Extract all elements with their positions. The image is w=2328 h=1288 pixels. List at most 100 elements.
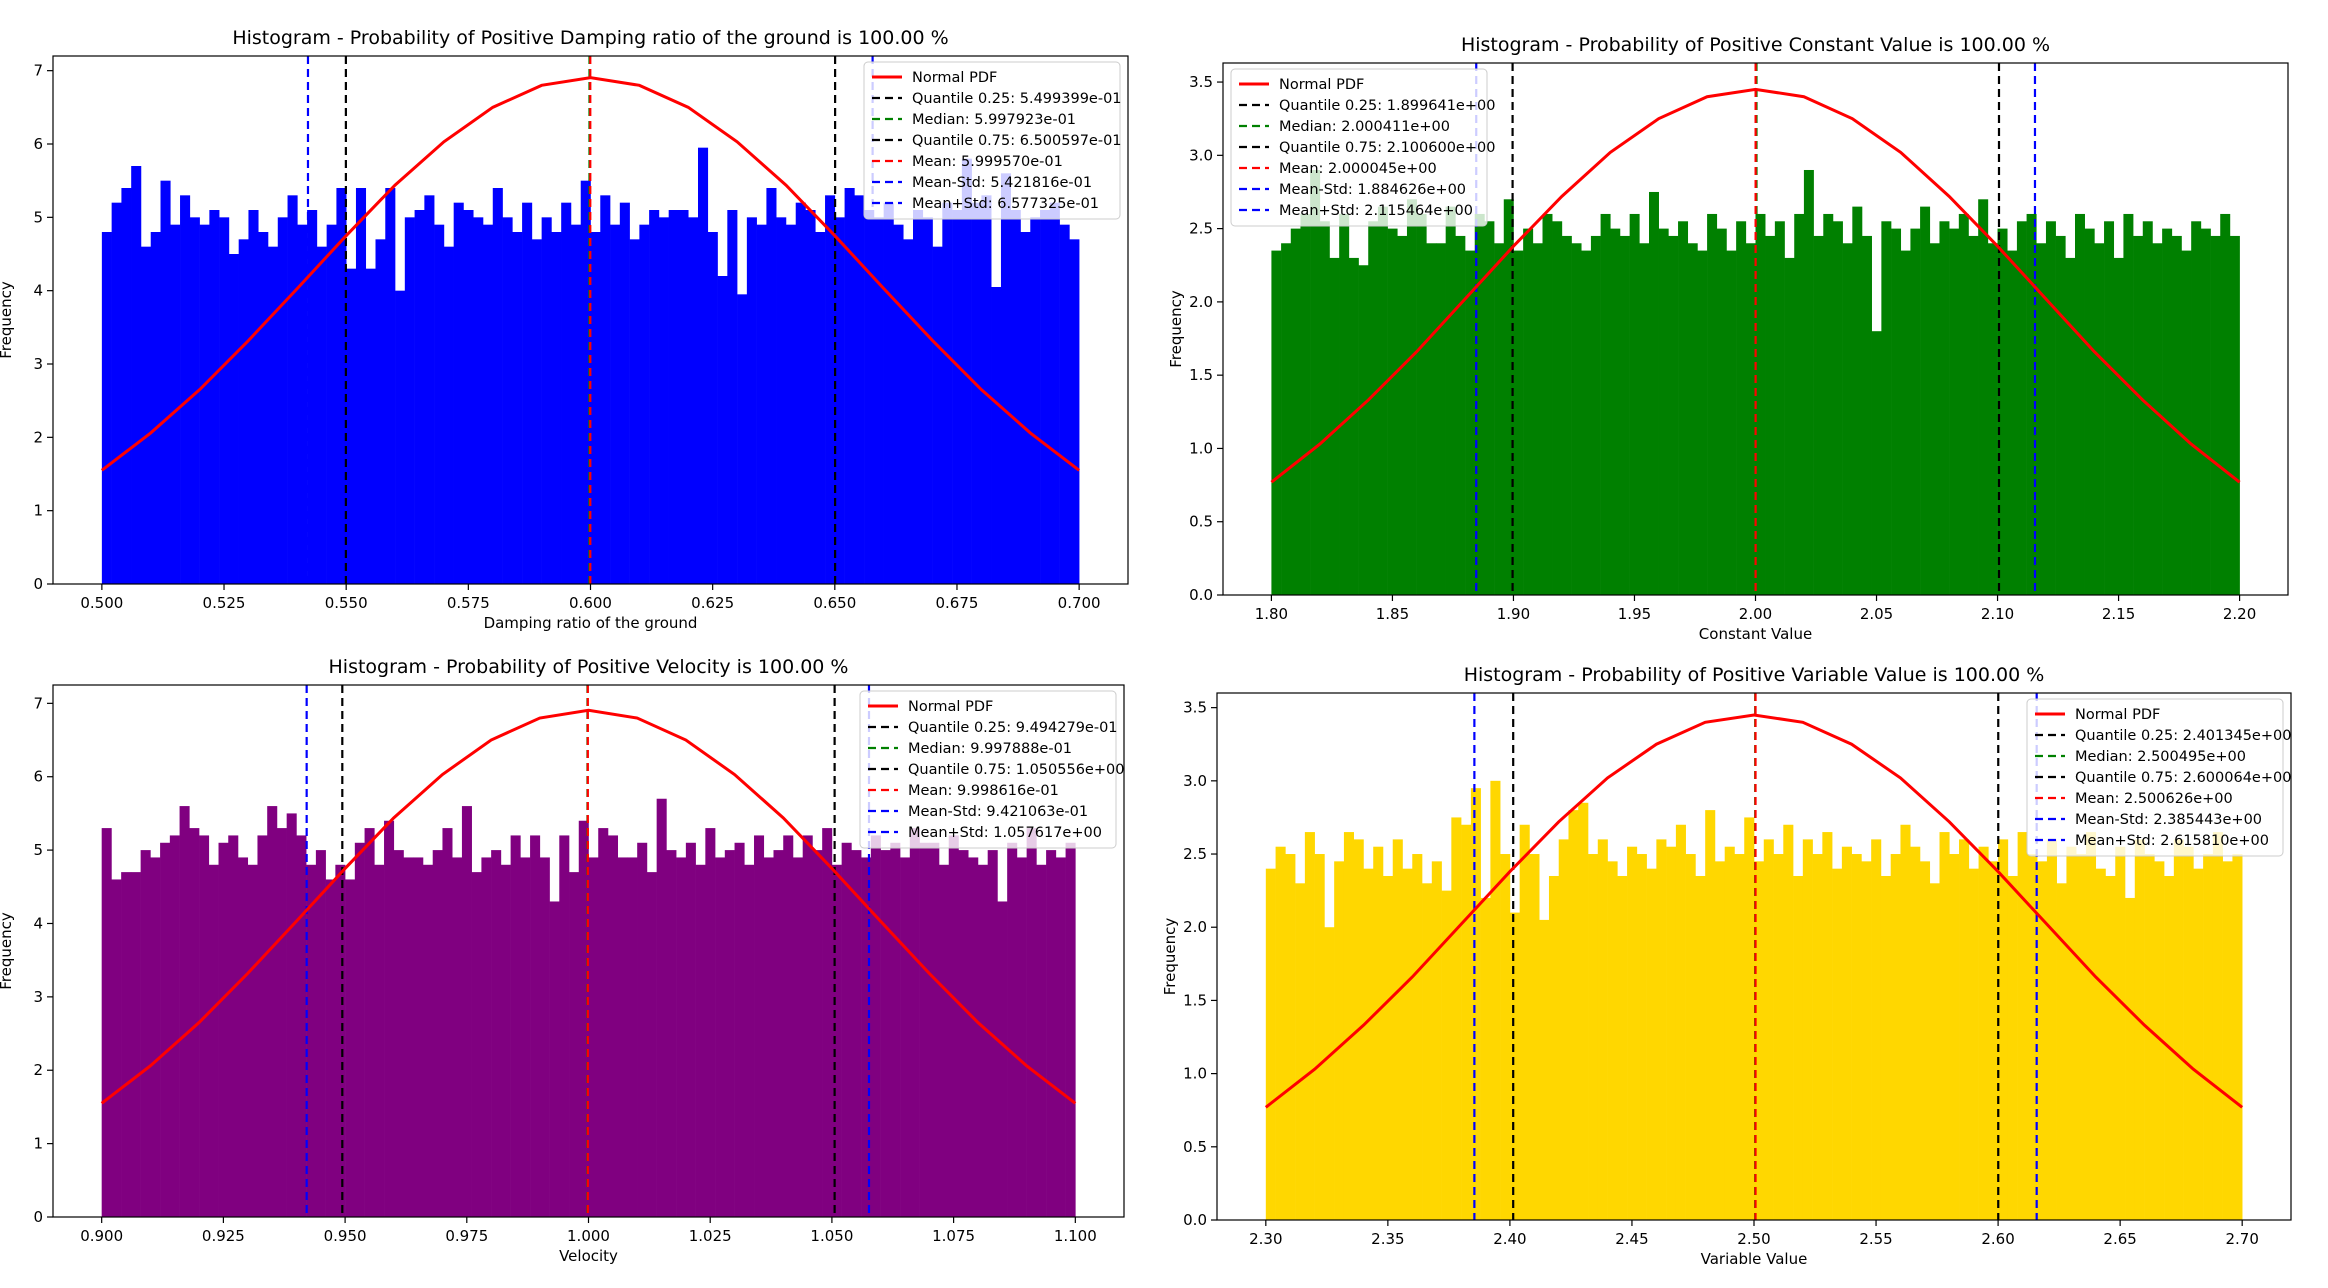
bar: [569, 872, 580, 1217]
bar: [375, 239, 386, 585]
bar: [2026, 213, 2037, 595]
bar: [1503, 199, 1514, 595]
bar: [705, 828, 716, 1217]
bar: [2045, 221, 2056, 595]
bar: [1513, 250, 1524, 595]
bar: [685, 842, 696, 1217]
bar: [737, 294, 748, 584]
bar: [1402, 868, 1413, 1220]
x-tick-label: 2.60: [1981, 1230, 2014, 1248]
bar: [676, 857, 687, 1217]
x-tick-label: 1.000: [567, 1227, 610, 1245]
y-tick-label: 4: [33, 282, 43, 300]
bar: [1373, 846, 1384, 1220]
bar: [890, 842, 901, 1217]
legend-label: Quantile 0.75: 2.600064e+00: [2075, 770, 2291, 786]
bar: [834, 217, 845, 585]
bar: [297, 224, 308, 584]
legend-label: Mean+Std: 1.057617e+00: [908, 825, 1102, 841]
bar: [1851, 854, 1862, 1220]
x-tick-label: 2.70: [2225, 1230, 2258, 1248]
bar: [471, 872, 482, 1217]
bar: [1987, 243, 1998, 595]
bar: [1548, 875, 1560, 1220]
bar: [2076, 854, 2087, 1220]
chart: 0.900 0.925 0.950 0.975 1.000 1.025 1.050 1.075…: [0, 656, 1125, 1265]
y-tick-label: 2.5: [1189, 220, 1213, 238]
bar: [559, 835, 570, 1217]
bar: [374, 864, 385, 1217]
bar: [1716, 228, 1727, 595]
bar: [1910, 846, 1921, 1220]
y-tick-label: 6: [33, 135, 43, 153]
bar: [111, 879, 122, 1217]
bar: [1745, 243, 1756, 595]
y-tick-label: 0: [33, 1208, 43, 1226]
bar: [1794, 213, 1805, 595]
x-tick-label: 2.00: [1739, 605, 1772, 623]
legend-label: Mean-Std: 1.884626e+00: [1279, 182, 1466, 198]
bar: [773, 850, 784, 1217]
bar: [393, 850, 404, 1217]
bar: [1040, 210, 1051, 584]
bar: [1880, 875, 1891, 1220]
bar: [987, 850, 998, 1217]
bar: [861, 857, 872, 1217]
bar: [617, 857, 628, 1217]
x-tick-label: 0.925: [202, 1227, 245, 1245]
bar: [1988, 861, 1999, 1220]
y-axis-label: Frequency: [0, 281, 15, 359]
bar: [1358, 265, 1369, 595]
bar: [851, 850, 862, 1217]
bar: [724, 850, 735, 1217]
x-axis-label: Variable Value: [1701, 1250, 1808, 1268]
bar: [452, 857, 463, 1217]
bar: [883, 202, 894, 584]
bar: [2193, 868, 2204, 1220]
bar: [590, 232, 601, 584]
bar: [880, 850, 891, 1217]
bar: [1036, 864, 1047, 1217]
legend-box: [859, 690, 1117, 849]
x-tick-label: 2.65: [2103, 1230, 2136, 1248]
bar: [1480, 897, 1491, 1220]
bar: [2154, 861, 2165, 1220]
bar: [208, 864, 219, 1217]
y-tick-label: 3.5: [1183, 699, 1207, 717]
bar: [1841, 846, 1852, 1220]
bar: [1852, 206, 1863, 595]
x-tick-label: 0.625: [691, 594, 734, 612]
bar: [551, 232, 562, 584]
bar: [1436, 243, 1446, 595]
bar: [1783, 824, 1794, 1220]
legend-label: Mean-Std: 5.421816e-01: [912, 175, 1092, 191]
bar: [111, 202, 122, 584]
bar: [1030, 217, 1041, 585]
bar: [131, 166, 142, 584]
y-axis-label: Frequency: [0, 912, 15, 990]
y-tick-label: 1.5: [1183, 991, 1207, 1009]
legend-label: Quantile 0.25: 9.494279e-01: [908, 720, 1118, 736]
bar: [822, 828, 833, 1217]
bar: [286, 813, 297, 1217]
bar: [1755, 213, 1766, 595]
y-tick-label: 1.0: [1183, 1065, 1207, 1083]
bar: [815, 232, 826, 584]
bar: [1387, 228, 1398, 595]
bar: [277, 217, 288, 585]
bar: [1465, 250, 1476, 595]
y-tick-label: 5: [33, 208, 43, 226]
bar: [763, 857, 774, 1217]
bar: [530, 835, 541, 1217]
bar: [512, 232, 523, 584]
bar: [1382, 875, 1394, 1220]
bar: [870, 835, 881, 1217]
bar: [1639, 243, 1650, 595]
bar: [150, 232, 161, 584]
bar: [948, 835, 959, 1217]
bar: [1861, 861, 1872, 1220]
bar: [1726, 250, 1737, 595]
bar: [561, 202, 572, 584]
bar: [1539, 919, 1550, 1220]
x-axis-label: Damping ratio of the ground: [484, 614, 698, 632]
